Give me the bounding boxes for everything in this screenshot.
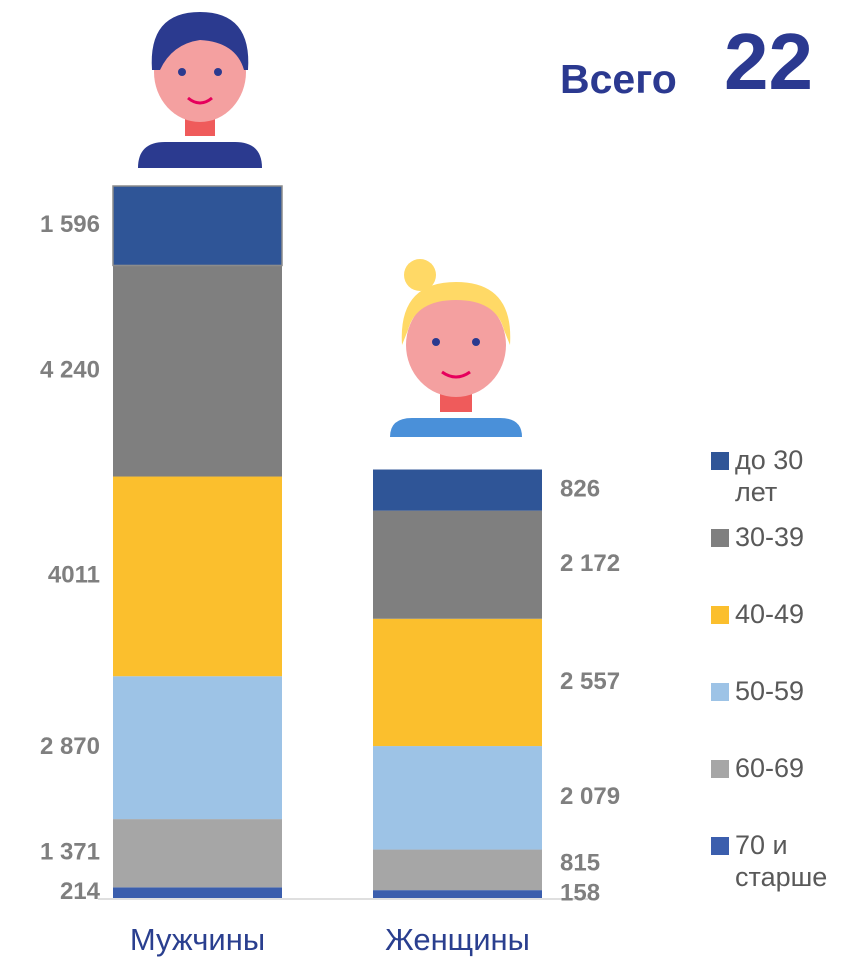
value-label: 1 371	[40, 839, 100, 866]
value-label: 815	[560, 849, 600, 876]
title: Всего	[560, 56, 677, 102]
legend-swatch	[711, 529, 729, 547]
bar-segment	[113, 819, 282, 888]
legend-swatch	[711, 760, 729, 778]
legend-item: 70 и старше	[711, 829, 835, 893]
legend-swatch	[711, 837, 729, 855]
bar-segment	[373, 618, 542, 747]
legend-item: 30-39	[711, 521, 835, 553]
legend-label: 70 и старше	[735, 830, 828, 892]
value-label: 2 172	[560, 550, 620, 577]
legend-label: 50-59	[735, 676, 805, 706]
legend-swatch	[711, 606, 729, 624]
legend-label: 30-39	[735, 522, 805, 552]
bar-segment	[112, 185, 283, 267]
bar-segment	[113, 265, 282, 477]
legend-item: до 30 лет	[711, 444, 835, 508]
value-label: 4011	[48, 562, 100, 589]
legend-swatch	[711, 683, 729, 701]
legend-label: до 30 лет	[735, 445, 804, 507]
value-label: 4 240	[40, 356, 100, 383]
category-label: Женщины	[385, 922, 530, 957]
bar-segment	[373, 890, 542, 898]
legend-item: 60-69	[711, 752, 835, 784]
legend-label: 40-49	[735, 599, 805, 629]
bar-segment	[113, 476, 282, 677]
value-label: 2 557	[560, 668, 620, 695]
bar-segment	[373, 469, 542, 511]
bar-segment	[373, 849, 542, 891]
value-label: 2 079	[560, 783, 620, 810]
legend-item: 50-59	[711, 675, 835, 707]
bar-segment	[113, 676, 282, 820]
value-label: 826	[560, 475, 600, 502]
total: 22	[724, 17, 813, 106]
bar-segment	[373, 746, 542, 850]
category-label: Мужчины	[130, 922, 265, 957]
value-label: 2 870	[40, 733, 100, 760]
value-label: 214	[60, 878, 101, 905]
bar-segment	[113, 887, 282, 898]
woman-icon	[390, 259, 522, 437]
legend-label: 60-69	[735, 753, 805, 783]
man-icon	[138, 12, 262, 168]
value-label: 158	[560, 879, 600, 906]
legend-item: 40-49	[711, 598, 835, 630]
legend-swatch	[711, 452, 729, 470]
value-label: 1 596	[40, 211, 100, 238]
bar-segment	[373, 510, 542, 619]
